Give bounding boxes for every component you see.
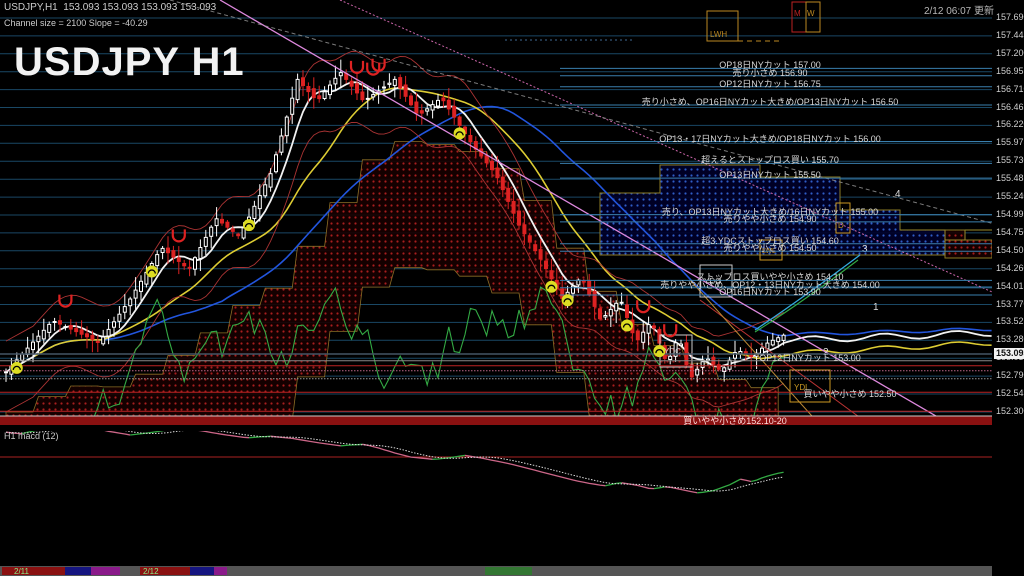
svg-text:2/12: 2/12 [143,567,159,576]
svg-text:1: 1 [873,302,879,313]
svg-text:W: W [807,9,815,18]
svg-text:LWH: LWH [710,30,727,39]
svg-text:H1 macd (12): H1 macd (12) [4,431,59,441]
svg-text:2/11: 2/11 [14,567,30,576]
svg-text:4: 4 [895,189,901,200]
svg-text:M: M [794,9,801,18]
